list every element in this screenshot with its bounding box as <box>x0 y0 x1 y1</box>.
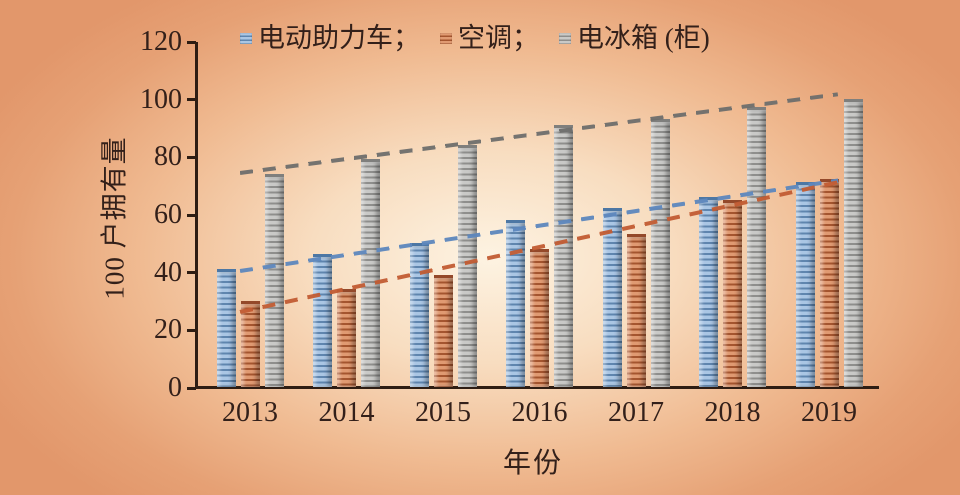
y-axis-line <box>195 42 198 389</box>
bar-电动助力车-2015 <box>409 242 429 387</box>
x-axis-line <box>195 386 879 389</box>
y-tick-label: 80 <box>154 141 182 173</box>
y-tick-label: 40 <box>154 256 182 288</box>
x-tick-label: 2019 <box>801 397 857 428</box>
y-axis-tick <box>187 40 196 44</box>
bar-电动助力车-2017 <box>602 208 622 387</box>
x-tick-label: 2018 <box>704 397 761 428</box>
legend-item-1: 空调； <box>440 25 539 52</box>
bar-电冰箱 (柜)-2015 <box>457 144 477 387</box>
y-tick-label: 60 <box>154 199 182 230</box>
bar-电冰箱 (柜)-2013 <box>264 173 284 387</box>
bar-电冰箱 (柜)-2017 <box>650 118 670 387</box>
y-axis-tick <box>187 386 196 390</box>
y-axis-tick <box>187 328 196 332</box>
chart-legend: 电动助力车； 空调； 电冰箱 (柜) <box>240 25 724 52</box>
y-tick-label: 100 <box>140 83 182 115</box>
y-tick-label: 120 <box>140 26 182 57</box>
bar-电动助力车-2018 <box>699 196 718 387</box>
bar-电冰箱 (柜)-2018 <box>747 107 766 387</box>
bar-电冰箱 (柜)-2019 <box>843 98 863 387</box>
x-tick-label: 2017 <box>608 397 664 428</box>
x-tick-label: 2016 <box>511 397 568 428</box>
legend-marker-icon <box>559 33 571 44</box>
x-tick-label: 2014 <box>318 397 375 428</box>
bar-电冰箱 (柜)-2016 <box>554 124 573 387</box>
y-axis-tick <box>187 213 196 217</box>
y-tick-label: 0 <box>168 372 182 403</box>
legend-label: 电动助力车； <box>258 23 420 53</box>
y-axis-tick <box>187 98 196 102</box>
bar-空调-2017 <box>626 234 646 387</box>
bar-空调-2019 <box>819 179 839 387</box>
bar-空调-2013 <box>240 300 260 387</box>
legend-label: 电冰箱 (柜) <box>577 23 710 53</box>
bar-电动助力车-2019 <box>795 182 815 387</box>
x-tick-label: 2013 <box>222 397 278 428</box>
y-tick-label: 20 <box>154 314 182 346</box>
bar-电动助力车-2016 <box>506 219 525 387</box>
bar-电冰箱 (柜)-2014 <box>361 159 380 387</box>
bar-空调-2014 <box>337 288 356 387</box>
bar-空调-2018 <box>723 199 742 387</box>
bar-电动助力车-2013 <box>216 268 236 387</box>
x-tick-label: 2015 <box>415 397 471 428</box>
y-axis-tick <box>187 155 196 159</box>
legend-item-0: 电动助力车； <box>240 25 420 52</box>
y-axis-tick <box>187 271 196 275</box>
legend-marker-icon <box>240 33 252 44</box>
legend-marker-icon <box>440 33 452 44</box>
bar-空调-2016 <box>530 248 549 387</box>
bar-电动助力车-2014 <box>313 254 332 387</box>
legend-label: 空调； <box>458 23 539 53</box>
x-axis-title: 年份 <box>502 448 564 479</box>
legend-item-2: 电冰箱 (柜) <box>559 25 710 52</box>
bar-空调-2015 <box>433 274 453 387</box>
